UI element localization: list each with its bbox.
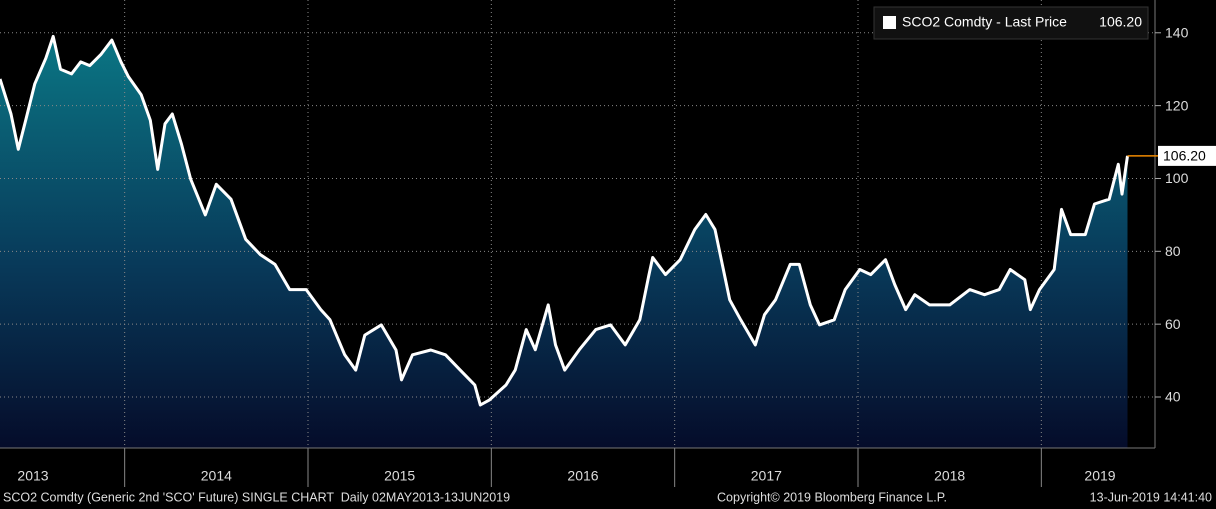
plot-area [0,0,1155,449]
legend-swatch [883,16,896,29]
x-tick-label: 2013 [17,468,48,484]
y-tick-label: 80 [1165,243,1181,259]
last-price-label: 106.20 [1163,148,1206,164]
area [0,36,1128,449]
y-tick-label: 60 [1165,316,1181,332]
y-tick-label: 100 [1165,170,1189,186]
price-line [0,34,1129,407]
legend-box [873,6,1149,40]
footer-left: SCO2 Comdty (Generic 2nd 'SCO' Future) S… [3,490,510,504]
y-tick-label: 140 [1165,24,1189,40]
x-tick-label: 2017 [751,468,782,484]
y-tick-label: 40 [1165,389,1181,405]
x-tick-label: 2019 [1084,468,1115,484]
y-tick-label: 120 [1165,97,1189,113]
x-tick-label: 2015 [384,468,415,484]
footer-right: 13-Jun-2019 14:41:40 [1090,490,1212,504]
x-tick-label: 2014 [201,468,232,484]
x-tick-label: 2016 [567,468,598,484]
x-tick-label: 2018 [934,468,965,484]
legend: SCO2 Comdty - Last Price 106.20 [873,6,1149,40]
legend-value: 106.20 [1099,14,1142,30]
last-price-box [1158,145,1216,166]
legend-label: SCO2 Comdty - Last Price [902,14,1067,30]
footer-center: Copyright© 2019 Bloomberg Finance L.P. [717,490,947,504]
